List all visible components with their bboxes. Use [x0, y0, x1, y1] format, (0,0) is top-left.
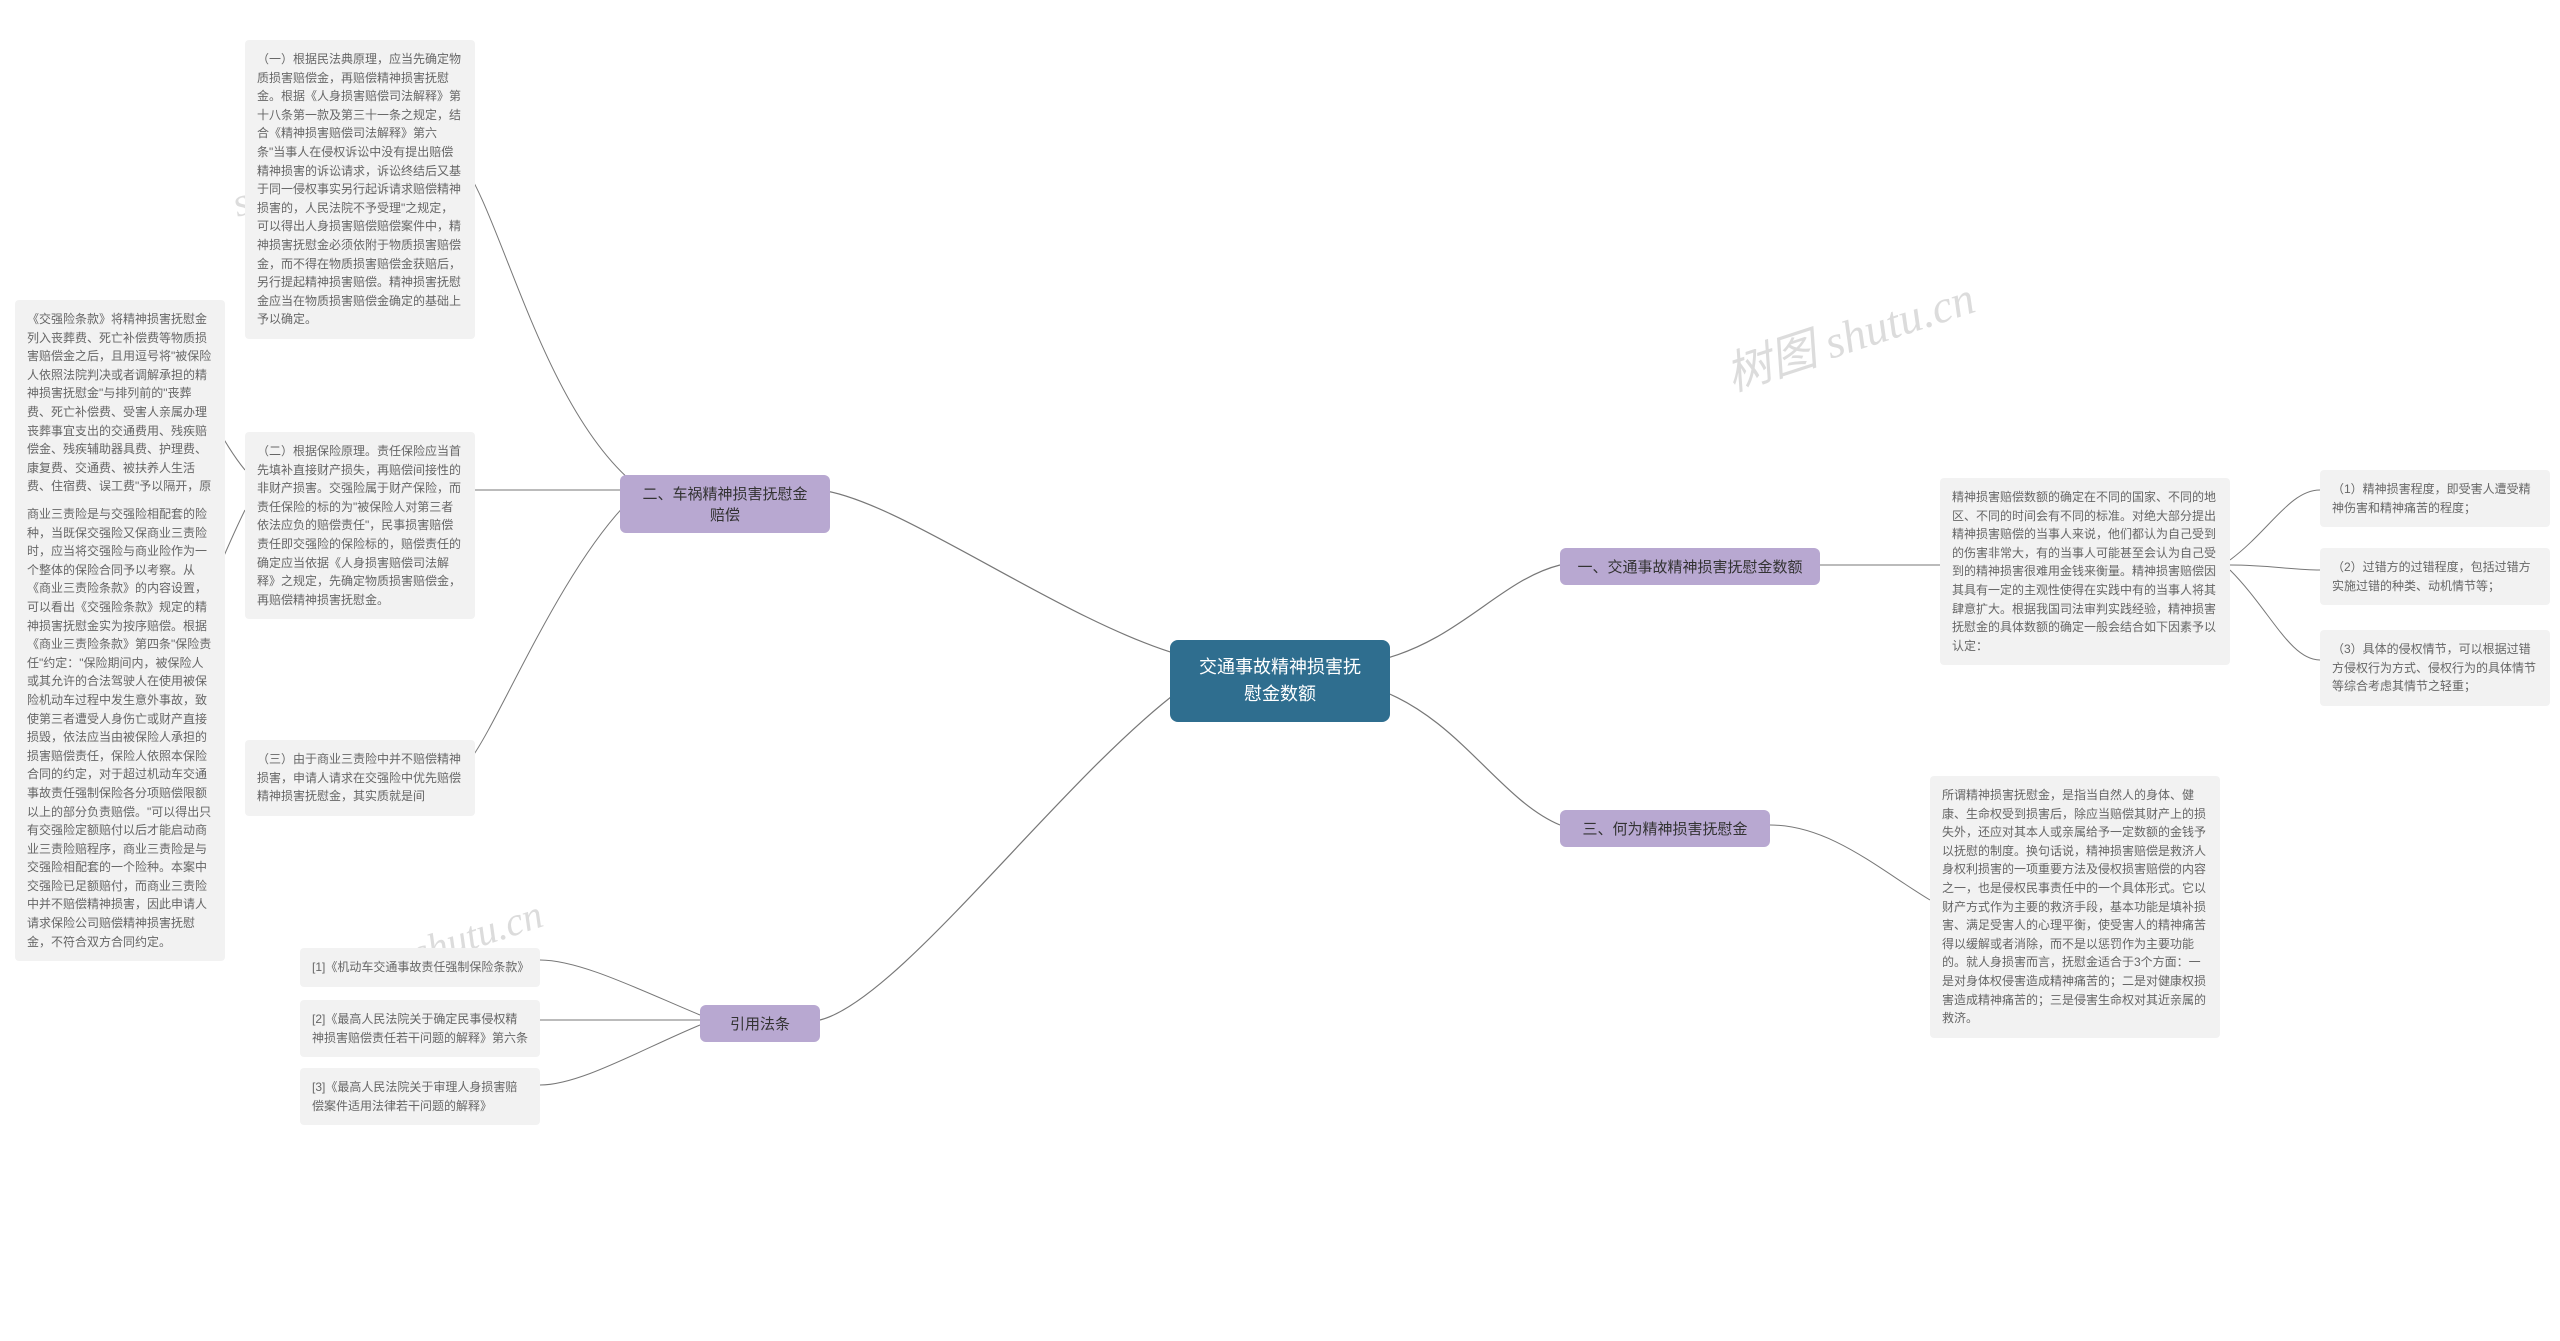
leaf-b1-1: （1）精神损害程度，即受害人遭受精神伤害和精神痛苦的程度；	[2320, 470, 2550, 527]
leaf-b3-desc: 所谓精神损害抚慰金，是指当自然人的身体、健康、生命权受到损害后，除应当赔偿其财产…	[1930, 776, 2220, 1038]
leaf-b4-1: [1]《机动车交通事故责任强制保险条款》	[300, 948, 540, 987]
branch-4[interactable]: 引用法条	[700, 1005, 820, 1042]
branch-1[interactable]: 一、交通事故精神损害抚慰金数额	[1560, 548, 1820, 585]
root-node[interactable]: 交通事故精神损害抚慰金数额	[1170, 640, 1390, 722]
leaf-b1-3: （3）具体的侵权情节，可以根据过错方侵权行为方式、侵权行为的具体情节等综合考虑其…	[2320, 630, 2550, 706]
leaf-b4-2: [2]《最高人民法院关于确定民事侵权精神损害赔偿责任若干问题的解释》第六条	[300, 1000, 540, 1057]
leaf-b4-3: [3]《最高人民法院关于审理人身损害赔偿案件适用法律若干问题的解释》	[300, 1068, 540, 1125]
leaf-b2-3: （三）由于商业三责险中并不赔偿精神损害，申请人请求在交强险中优先赔偿精神损害抚慰…	[245, 740, 475, 816]
leaf-b1-2: （2）过错方的过错程度，包括过错方实施过错的种类、动机情节等；	[2320, 548, 2550, 605]
watermark: 树图 shutu.cn	[1716, 262, 1982, 405]
leaf-b2-1: （一）根据民法典原理，应当先确定物质损害赔偿金，再赔偿精神损害抚慰金。根据《人身…	[245, 40, 475, 339]
leaf-b2-2: （二）根据保险原理。责任保险应当首先填补直接财产损失，再赔偿间接性的非财产损害。…	[245, 432, 475, 619]
branch-3[interactable]: 三、何为精神损害抚慰金	[1560, 810, 1770, 847]
branch-2[interactable]: 二、车祸精神损害抚慰金赔偿	[620, 475, 830, 533]
leaf-b2-2-left2: 商业三责险是与交强险相配套的险种，当既保交强险又保商业三责险时，应当将交强险与商…	[15, 495, 225, 961]
leaf-b1-desc: 精神损害赔偿数额的确定在不同的国家、不同的地区、不同的时间会有不同的标准。对绝大…	[1940, 478, 2230, 665]
